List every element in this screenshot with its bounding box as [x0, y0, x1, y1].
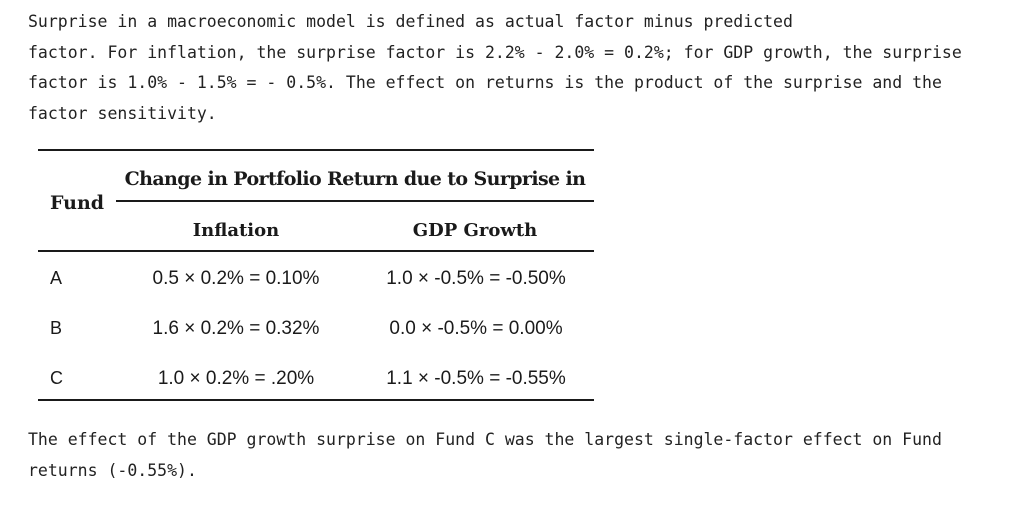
table-bottom-rule [38, 399, 594, 401]
table-row-inflation: 0.5 × 0.2% = 0.10% [152, 268, 320, 289]
span-header: Change in Portfolio Return due to Surpri… [124, 168, 586, 190]
table-row-gdp: 0.0 × -0.5% = 0.00% [389, 318, 563, 339]
intro-line: Surprise in a macroeconomic model is def… [28, 12, 793, 31]
gdp-growth-header: GDP Growth [412, 220, 538, 241]
inflation-header: Inflation [192, 220, 280, 241]
fund-header: Fund [50, 192, 105, 214]
conclusion-line: The effect of the GDP growth surprise on… [28, 430, 942, 449]
table-row-fund: B [50, 318, 63, 338]
table-row-fund: A [50, 268, 63, 288]
table-row-gdp: 1.0 × -0.5% = -0.50% [386, 268, 566, 289]
span-header-rule [116, 200, 594, 202]
intro-line: factor is 1.0% - 1.5% = - 0.5%. The effe… [28, 73, 942, 92]
table-row-gdp: 1.1 × -0.5% = -0.55% [386, 368, 566, 389]
conclusion-line: returns (-0.55%). [28, 460, 197, 480]
intro-line: factor. For inflation, the surprise fact… [28, 42, 962, 62]
intro-line: factor sensitivity. [28, 103, 217, 123]
intro-paragraph: Surprise in a macroeconomic model is def… [28, 7, 998, 129]
returns-table: Change in Portfolio Return due to Surpri… [38, 149, 594, 402]
table-row-inflation: 1.0 × 0.2% = .20% [157, 368, 315, 389]
table-top-rule [38, 149, 594, 151]
conclusion-paragraph: The effect of the GDP growth surprise on… [28, 425, 998, 486]
header-rule [38, 250, 594, 252]
table-row-inflation: 1.6 × 0.2% = 0.32% [152, 318, 320, 339]
table-row-fund: C [50, 368, 63, 388]
